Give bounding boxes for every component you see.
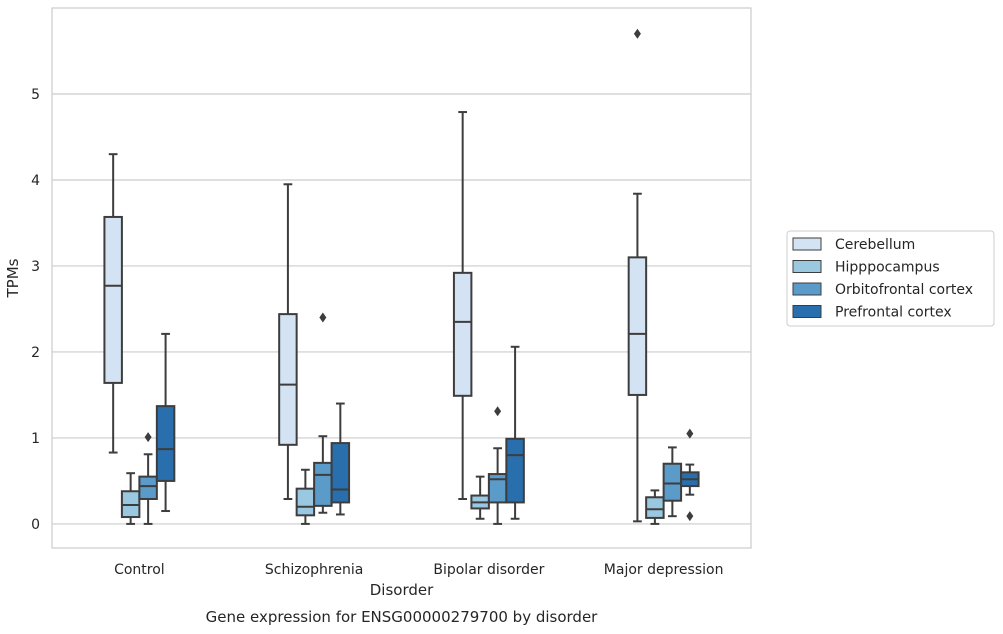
legend-swatch — [792, 305, 822, 318]
box-iqr — [330, 442, 351, 504]
box-iqr — [452, 271, 473, 397]
box-iqr — [138, 475, 158, 500]
box-iqr — [645, 496, 665, 519]
x-tick-label: Schizophrenia — [265, 562, 363, 578]
y-tick-label: 5 — [31, 87, 40, 103]
legend-swatch — [792, 260, 822, 273]
legend-swatch — [792, 237, 822, 251]
box-prefrontal-cortex — [680, 428, 700, 522]
outlier-point — [494, 406, 502, 417]
box-iqr — [627, 256, 648, 396]
legend-label: Orbitofrontal cortex — [835, 282, 973, 298]
chart-caption: Gene expression for ENSG00000279700 by d… — [206, 608, 599, 626]
x-axis-label: Disorder — [370, 581, 434, 599]
box-orbitofrontal-cortex — [487, 406, 508, 525]
box-iqr — [155, 405, 176, 482]
x-tick-label: Major depression — [604, 562, 724, 578]
legend: Cerebellum Hipppocampus Orbitofrontal cort… — [786, 230, 995, 327]
legend-label: Prefrontal cortex — [835, 305, 952, 321]
y-axis-label: TPMs — [4, 258, 22, 298]
box-iqr — [313, 461, 333, 507]
box-hipppocampus — [645, 489, 665, 525]
box-groups — [103, 28, 700, 525]
legend-label: Cerebellum — [835, 237, 915, 253]
legend-swatch — [792, 282, 822, 296]
box-cerebellum — [278, 183, 298, 500]
x-tick-label: Bipolar disorder — [433, 562, 544, 578]
x-tick-label: Control — [114, 562, 165, 578]
y-tick-label: 2 — [31, 345, 40, 361]
y-axis-ticks: 0 1 2 3 4 5 — [31, 87, 40, 533]
legend-frame — [786, 230, 995, 327]
box-iqr — [295, 487, 316, 517]
box-cerebellum — [627, 28, 648, 523]
box-prefrontal-cortex — [505, 345, 525, 520]
box-iqr — [505, 437, 525, 504]
box-iqr — [103, 215, 123, 384]
legend-label: Hipppocampus — [835, 260, 940, 276]
box-cerebellum — [103, 153, 123, 454]
y-tick-label: 1 — [31, 431, 40, 447]
box-prefrontal-cortex — [330, 402, 351, 516]
y-tick-label: 4 — [31, 173, 40, 189]
outlier-point — [686, 428, 694, 439]
x-axis-ticks: Control Schizophrenia Bipolar disorder Majo… — [114, 562, 723, 578]
y-tick-label: 3 — [31, 259, 40, 275]
y-tick-label: 0 — [31, 517, 40, 533]
box-iqr — [662, 462, 683, 502]
box-iqr — [278, 313, 298, 446]
outlier-point — [319, 312, 327, 323]
box-orbitofrontal-cortex — [138, 432, 158, 525]
box-hipppocampus — [120, 472, 141, 525]
box-cerebellum — [452, 111, 473, 500]
outlier-point — [633, 28, 641, 39]
box-orbitofrontal-cortex — [662, 446, 683, 518]
outlier-point — [144, 432, 152, 443]
outlier-point — [686, 511, 694, 522]
box-prefrontal-cortex — [155, 332, 176, 513]
